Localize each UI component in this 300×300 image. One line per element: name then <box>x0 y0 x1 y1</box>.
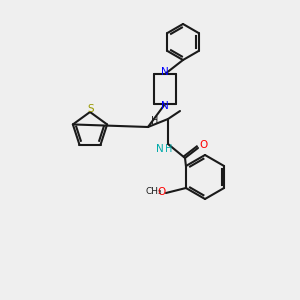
Text: O: O <box>158 187 166 197</box>
Text: H: H <box>165 144 173 154</box>
Text: H: H <box>151 116 159 126</box>
Text: N: N <box>156 144 164 154</box>
Text: O: O <box>199 140 207 150</box>
Text: CH₃: CH₃ <box>146 188 162 196</box>
Text: N: N <box>161 101 169 111</box>
Text: S: S <box>88 104 94 114</box>
Text: N: N <box>161 67 169 77</box>
